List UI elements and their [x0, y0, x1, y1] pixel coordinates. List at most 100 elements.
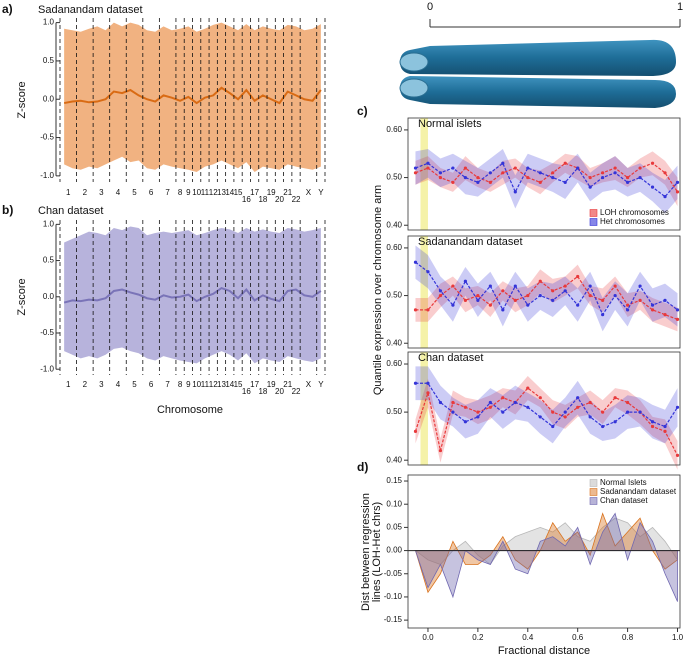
- data-point: [513, 298, 517, 302]
- chromosome-label: 10: [192, 188, 201, 197]
- y-tick-label: 0.5: [43, 256, 55, 265]
- data-point: [551, 298, 555, 302]
- data-point: [650, 303, 655, 307]
- chromosome-label: 2: [83, 380, 88, 389]
- y-axis-label: Z-score: [16, 278, 28, 315]
- data-point: [501, 308, 505, 312]
- data-point: [426, 161, 430, 165]
- data-point: [488, 400, 492, 405]
- chromosome-label: 13: [217, 188, 226, 197]
- chromosome-label: 8: [178, 188, 183, 197]
- data-point: [451, 400, 455, 405]
- y-axis-label: Quantile expression over chromosome arm: [372, 185, 384, 395]
- x-tick-label: 0.8: [622, 633, 634, 642]
- data-point: [563, 161, 567, 165]
- legend-swatch: [589, 218, 598, 226]
- data-point: [476, 293, 480, 298]
- chromosome-label: 9: [186, 188, 191, 197]
- mean-line: [63, 86, 322, 105]
- data-point: [588, 284, 592, 288]
- data-point: [438, 171, 443, 175]
- data-point: [638, 298, 642, 302]
- data-point: [563, 284, 567, 288]
- chromosome-label: 20: [275, 387, 284, 396]
- chromosome-label: Y: [318, 188, 324, 197]
- y-tick-label: -0.5: [40, 328, 54, 337]
- series-line: [415, 382, 679, 428]
- legend-swatch: [589, 209, 598, 217]
- chromosome-label: 16: [242, 387, 251, 396]
- chromosome-label: 1: [66, 380, 71, 389]
- y-tick-label: 0.60: [386, 243, 402, 252]
- chromosome-label: 14: [225, 188, 234, 197]
- chromosome-label: 7: [165, 380, 170, 389]
- data-point: [576, 405, 580, 409]
- data-point: [625, 180, 630, 184]
- data-point: [613, 420, 617, 424]
- chromosome-label: 3: [99, 188, 104, 197]
- x-tick-label: 0.4: [522, 633, 534, 642]
- data-point: [501, 289, 505, 293]
- data-point: [551, 175, 555, 180]
- data-point: [538, 180, 542, 184]
- data-point: [638, 166, 642, 170]
- y-axis-label: lines (LOH-Het chrs): [371, 502, 383, 602]
- data-point: [576, 274, 580, 279]
- data-point: [650, 308, 655, 312]
- data-point: [563, 180, 567, 184]
- series-line: [415, 162, 679, 193]
- data-point: [438, 448, 443, 453]
- y-tick-label: 0.40: [386, 455, 402, 464]
- data-point: [625, 410, 630, 414]
- y-tick-label: 0.40: [386, 220, 402, 229]
- data-point: [650, 185, 655, 189]
- data-point: [476, 415, 480, 419]
- series-line: [415, 162, 678, 198]
- data-point: [426, 381, 430, 385]
- data-point: [551, 424, 555, 429]
- y-tick-label: 0.05: [386, 523, 402, 532]
- data-point: [613, 396, 617, 400]
- chromosome-label: 12: [209, 188, 218, 197]
- data-point: [675, 317, 680, 322]
- y-tick-label: 0.5: [43, 56, 55, 65]
- confidence-band: [415, 148, 678, 214]
- data-point: [601, 175, 605, 180]
- chromosome-label: 13: [217, 380, 226, 389]
- data-point: [413, 429, 418, 433]
- data-point: [588, 400, 592, 405]
- data-point: [638, 410, 642, 414]
- data-point: [426, 308, 430, 312]
- chromosome-label: 15: [234, 188, 243, 197]
- data-point: [438, 293, 443, 298]
- data-point: [476, 175, 480, 180]
- x-tick-label: 0.6: [572, 633, 584, 642]
- data-point: [601, 171, 605, 175]
- data-point: [563, 415, 567, 419]
- data-point: [526, 293, 530, 298]
- y-tick-label: 0.50: [386, 173, 402, 182]
- data-point: [663, 171, 667, 175]
- chromosome-label: Y: [318, 380, 324, 389]
- y-tick-label: 0.50: [386, 291, 402, 300]
- data-point: [638, 284, 642, 288]
- chromosome-label: 6: [149, 380, 154, 389]
- legend-label: Normal Islets: [600, 478, 647, 487]
- legend-label: Sadanandam dataset: [600, 487, 677, 496]
- data-point: [588, 293, 592, 298]
- data-point: [551, 289, 555, 293]
- y-tick-label: 0.40: [386, 338, 402, 347]
- data-point: [613, 284, 617, 288]
- y-tick-label: -1.0: [40, 171, 54, 180]
- data-point: [638, 175, 642, 180]
- data-point: [526, 175, 530, 180]
- legend-swatch: [589, 497, 598, 505]
- data-point: [576, 303, 580, 307]
- chromosome-label: 2: [83, 188, 88, 197]
- data-point: [426, 391, 430, 395]
- data-point: [463, 166, 467, 170]
- data-point: [625, 303, 630, 307]
- chromosome-label: 22: [292, 387, 301, 396]
- data-point: [451, 166, 455, 170]
- data-point: [588, 175, 592, 180]
